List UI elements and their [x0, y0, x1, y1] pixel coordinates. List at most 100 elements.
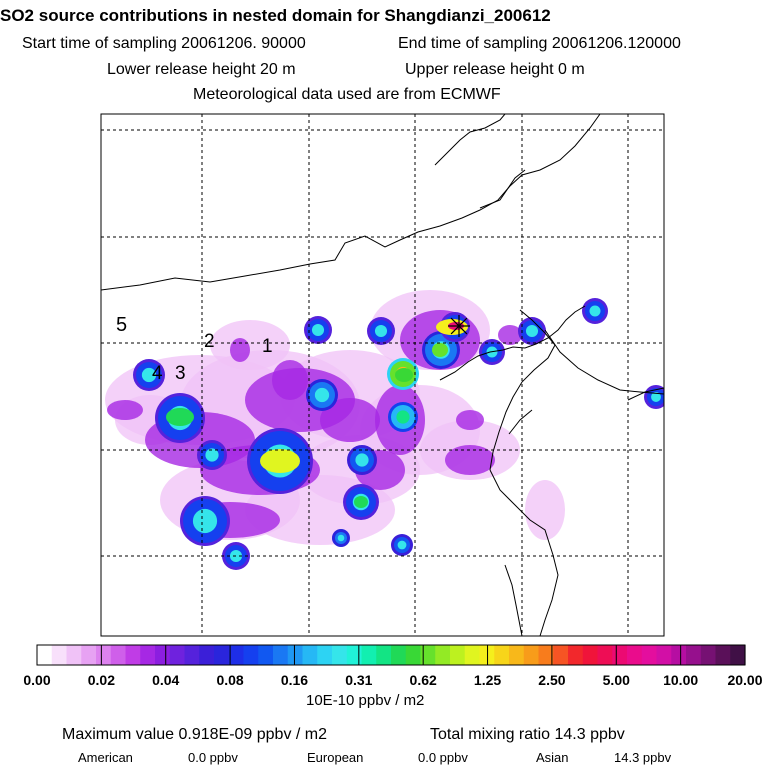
colorbar-swatch — [627, 645, 643, 665]
colorbar-swatch — [509, 645, 525, 665]
colorbar-swatch — [464, 645, 481, 665]
colorbar-swatch — [597, 645, 613, 665]
colorbar-tick-label: 10.00 — [663, 672, 698, 688]
plume-hotspot — [395, 368, 413, 382]
coastline — [508, 409, 533, 435]
plume-hotspot — [354, 496, 368, 508]
colorbar-swatch — [450, 645, 466, 665]
colorbar-swatch — [199, 645, 215, 665]
colorbar-swatch — [37, 645, 53, 665]
colorbar-swatch — [361, 645, 377, 665]
colorbar-tick-labels: 0.00 0.02 0.04 0.08 0.16 0.31 0.62 1.25 2.50 5.00… — [23, 672, 762, 688]
coastline — [489, 469, 559, 636]
colorbar-swatch — [671, 645, 687, 665]
colorbar-swatch — [376, 645, 392, 665]
plume-layer — [105, 290, 664, 570]
region-asian-value: 14.3 ppbv — [614, 750, 672, 765]
level-label: 1 — [262, 336, 273, 357]
region-american-label: American — [78, 750, 133, 765]
colorbar-swatch — [214, 645, 230, 665]
colorbar-tick-label: 5.00 — [603, 672, 630, 688]
region-asian-label: Asian — [536, 750, 569, 765]
colorbar-tick-label: 0.16 — [281, 672, 308, 688]
start-time: Start time of sampling 20061206. 90000 — [22, 35, 306, 52]
plume-region — [456, 410, 484, 430]
plume-peak — [374, 324, 388, 338]
colorbar-swatch — [273, 645, 289, 665]
grid-layer — [101, 114, 664, 636]
colorbar-swatch — [553, 645, 569, 665]
plume-halo — [525, 480, 565, 540]
coastline — [504, 564, 523, 636]
plume-region — [320, 398, 380, 442]
colorbar-tick-label: 0.04 — [152, 672, 179, 688]
colorbar-swatch — [700, 645, 717, 665]
colorbar-swatch — [346, 645, 363, 665]
plume-peak — [337, 534, 345, 542]
colorbar-swatch — [228, 645, 245, 665]
colorbar-swatch — [66, 645, 82, 665]
plume-region — [498, 325, 522, 345]
plume-peak — [311, 323, 325, 337]
region-european-value: 0.0 ppbv — [418, 750, 468, 765]
level-labels: 1 234 5 — [116, 314, 273, 384]
colorbar-swatch — [420, 645, 436, 665]
region-american-value: 0.0 ppbv — [188, 750, 238, 765]
receptor-marker — [448, 315, 470, 337]
plume-peak — [397, 540, 407, 550]
colorbar-swatch — [641, 645, 658, 665]
colorbar-swatch — [81, 645, 97, 665]
colorbar-frame — [36, 644, 746, 666]
level-label: 4 — [152, 363, 163, 384]
receptor-star-stroke — [450, 317, 468, 335]
chart-title: SO2 source contributions in nested domai… — [0, 6, 551, 25]
colorbar-swatch — [686, 645, 702, 665]
coastline — [439, 305, 586, 381]
colorbar-swatch — [317, 645, 333, 665]
total-mixing-ratio: Total mixing ratio 14.3 ppbv — [430, 726, 625, 743]
colorbar-tick-label: 0.00 — [23, 672, 50, 688]
plume-halo — [210, 320, 290, 370]
colorbar-tick-label: 0.08 — [216, 672, 243, 688]
colorbar-swatch — [51, 645, 68, 665]
colorbar-swatch — [405, 645, 422, 665]
meteo-source: Meteorological data used are from ECMWF — [193, 86, 501, 103]
upper-release-height: Upper release height 0 m — [405, 61, 585, 78]
plume-region — [107, 400, 143, 420]
colorbar-units: 10E-10 ppbv / m2 — [306, 692, 425, 709]
colorbar-swatch — [715, 645, 731, 665]
colorbar-swatch — [582, 645, 599, 665]
colorbar — [36, 644, 746, 666]
maximum-value: Maximum value 0.918E-09 ppbv / m2 — [62, 726, 328, 743]
coastline — [479, 169, 526, 209]
colorbar-swatch — [538, 645, 554, 665]
coastline — [434, 114, 506, 166]
colorbar-swatch — [568, 645, 584, 665]
lower-release-height: Lower release height 20 m — [107, 61, 296, 78]
coastline — [489, 309, 556, 471]
colorbar-swatch — [730, 645, 746, 665]
colorbar-tick-label: 20.00 — [727, 672, 762, 688]
plume-hotspot — [432, 343, 448, 357]
colorbar-tick-label: 0.31 — [345, 672, 372, 688]
level-label: 5 — [116, 314, 127, 336]
colorbar-swatch — [96, 645, 112, 665]
plume-peak — [525, 324, 539, 338]
colorbar-swatch — [169, 645, 186, 665]
level-label: 3 — [175, 363, 186, 384]
colorbar-swatch — [612, 645, 628, 665]
plume-peak — [314, 387, 330, 403]
colorbar-swatch — [332, 645, 348, 665]
region-european-label: European — [307, 750, 364, 765]
colorbar-swatch — [184, 645, 200, 665]
plume-peak — [192, 508, 218, 534]
end-time: End time of sampling 20061206.120000 — [398, 35, 681, 52]
map-frame — [100, 113, 665, 637]
plume-peak — [589, 305, 601, 317]
colorbar-tick-label: 0.62 — [410, 672, 437, 688]
coastline — [101, 114, 601, 291]
colorbar-swatch — [287, 645, 304, 665]
colorbar-swatch — [110, 645, 127, 665]
plume-peak — [651, 392, 661, 402]
colorbar-swatch — [302, 645, 318, 665]
